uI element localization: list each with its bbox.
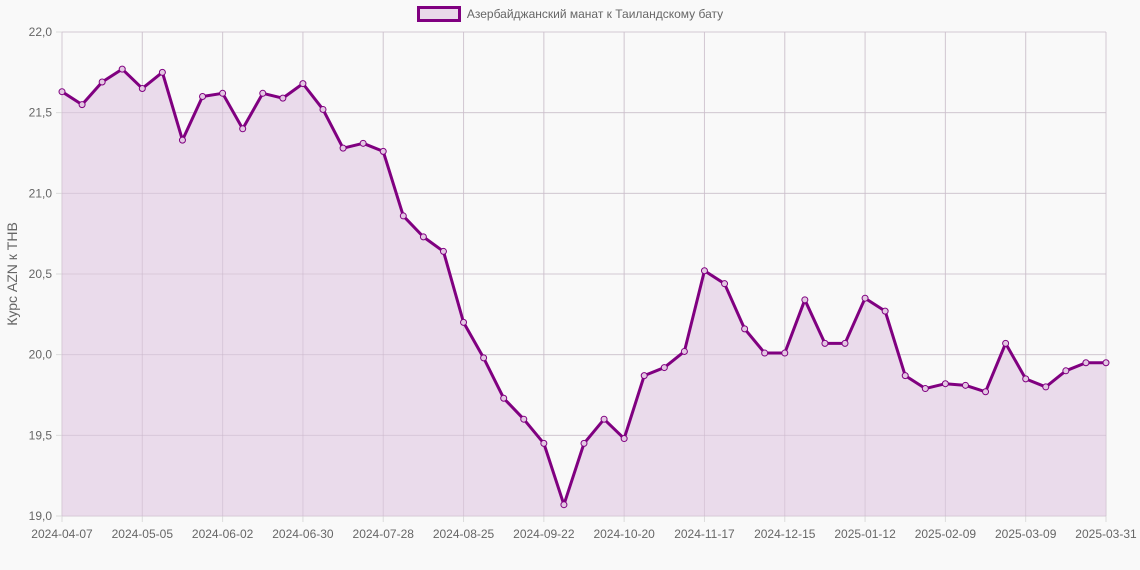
data-point bbox=[299, 80, 307, 88]
data-point bbox=[98, 78, 106, 86]
y-tick-label: 20,0 bbox=[29, 348, 53, 362]
data-point bbox=[1002, 339, 1010, 347]
data-point bbox=[640, 372, 648, 380]
data-point bbox=[520, 415, 528, 423]
data-point bbox=[660, 364, 668, 372]
data-point bbox=[359, 139, 367, 147]
area-fill bbox=[62, 69, 1106, 517]
data-point bbox=[279, 94, 287, 102]
x-tick-label: 2025-01-12 bbox=[834, 527, 896, 541]
data-point bbox=[1062, 367, 1070, 375]
data-point bbox=[78, 101, 86, 109]
data-point bbox=[399, 212, 407, 220]
data-point bbox=[419, 233, 427, 241]
data-point bbox=[239, 125, 247, 133]
x-tick-label: 2024-10-20 bbox=[593, 527, 655, 541]
data-point bbox=[1082, 359, 1090, 367]
data-point bbox=[961, 381, 969, 389]
x-tick-label: 2024-09-22 bbox=[513, 527, 575, 541]
y-axis-ticks: 19,0 19,5 20,0 20,5 21,0 21,5 22,0 bbox=[29, 25, 53, 523]
data-point bbox=[620, 435, 628, 443]
data-point bbox=[801, 296, 809, 304]
data-point bbox=[58, 88, 66, 96]
data-point bbox=[259, 89, 267, 97]
data-point bbox=[118, 65, 126, 73]
data-point bbox=[781, 349, 789, 357]
data-point bbox=[439, 247, 447, 255]
data-point bbox=[921, 385, 929, 393]
x-tick-label: 2024-08-25 bbox=[433, 527, 495, 541]
data-point bbox=[158, 68, 166, 76]
data-point bbox=[901, 372, 909, 380]
y-tick-label: 19,0 bbox=[29, 509, 53, 523]
x-axis-ticks: 2024-04-07 2024-05-05 2024-06-02 2024-06-30… bbox=[31, 527, 1137, 541]
data-point bbox=[219, 89, 227, 97]
y-tick-label: 22,0 bbox=[29, 25, 53, 39]
x-tick-label: 2025-03-09 bbox=[995, 527, 1057, 541]
data-point bbox=[178, 136, 186, 144]
data-point bbox=[339, 144, 347, 152]
x-tick-label: 2024-12-15 bbox=[754, 527, 816, 541]
data-point bbox=[841, 339, 849, 347]
x-tick-label: 2024-04-07 bbox=[31, 527, 93, 541]
data-point bbox=[379, 147, 387, 155]
data-point bbox=[700, 267, 708, 275]
y-tick-label: 20,5 bbox=[29, 267, 53, 281]
data-point bbox=[1042, 383, 1050, 391]
data-point bbox=[580, 439, 588, 447]
y-tick-label: 19,5 bbox=[29, 428, 53, 442]
x-tick-label: 2025-03-31 bbox=[1075, 527, 1137, 541]
x-tick-label: 2025-02-09 bbox=[915, 527, 977, 541]
data-point bbox=[982, 388, 990, 396]
data-point bbox=[560, 501, 568, 509]
chart-legend[interactable]: Азербайджанский манат к Таиландскому бат… bbox=[0, 6, 1140, 22]
data-point bbox=[199, 93, 207, 101]
data-point bbox=[480, 354, 488, 362]
data-point bbox=[680, 347, 688, 355]
chart-area-fill bbox=[61, 31, 1107, 517]
data-point bbox=[721, 280, 729, 288]
data-point bbox=[1102, 359, 1110, 367]
data-point bbox=[741, 325, 749, 333]
chart-points bbox=[58, 65, 1110, 509]
legend-swatch[interactable] bbox=[416, 6, 461, 22]
data-point bbox=[540, 439, 548, 447]
x-tick-label: 2024-11-17 bbox=[674, 527, 735, 541]
data-point bbox=[761, 349, 769, 357]
data-point bbox=[861, 294, 869, 302]
data-point bbox=[460, 318, 468, 326]
data-point bbox=[138, 84, 146, 92]
y-tick-label: 21,5 bbox=[29, 106, 53, 120]
data-point bbox=[500, 394, 508, 402]
data-point bbox=[821, 339, 829, 347]
data-point bbox=[600, 415, 608, 423]
legend-label: Азербайджанский манат к Таиландскому бат… bbox=[466, 7, 724, 21]
x-tick-label: 2024-06-02 bbox=[192, 527, 254, 541]
data-point bbox=[941, 380, 949, 388]
x-tick-label: 2024-07-28 bbox=[353, 527, 415, 541]
x-tick-label: 2024-05-05 bbox=[112, 527, 174, 541]
data-point bbox=[1022, 375, 1030, 383]
y-tick-label: 21,0 bbox=[29, 186, 53, 200]
x-tick-label: 2024-06-30 bbox=[272, 527, 334, 541]
data-point bbox=[319, 105, 327, 113]
data-point bbox=[881, 307, 889, 315]
